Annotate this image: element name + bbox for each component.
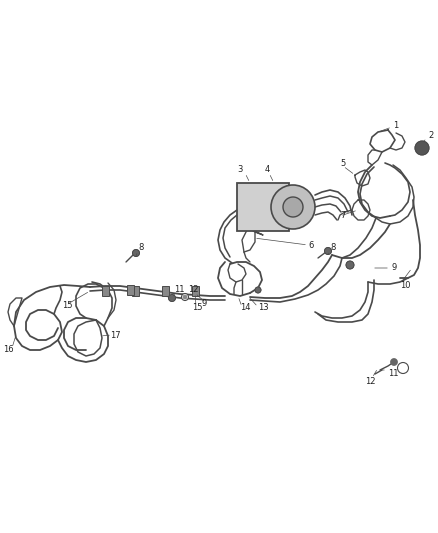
Circle shape — [325, 247, 332, 254]
Text: 5: 5 — [340, 158, 345, 167]
Text: 4: 4 — [265, 166, 270, 174]
FancyBboxPatch shape — [191, 286, 198, 296]
Text: 12: 12 — [365, 377, 375, 386]
Circle shape — [271, 185, 315, 229]
Circle shape — [133, 249, 139, 256]
Text: 1: 1 — [393, 120, 398, 130]
Text: 15: 15 — [192, 303, 202, 312]
Text: 8: 8 — [138, 244, 143, 253]
Circle shape — [325, 247, 332, 254]
Text: 15: 15 — [62, 302, 73, 311]
Circle shape — [415, 141, 429, 155]
Circle shape — [133, 249, 139, 256]
Circle shape — [169, 295, 176, 302]
Circle shape — [169, 295, 176, 302]
Text: 11: 11 — [388, 369, 399, 378]
Circle shape — [183, 295, 187, 299]
Circle shape — [255, 287, 261, 293]
FancyBboxPatch shape — [131, 286, 138, 296]
Text: 9: 9 — [392, 263, 397, 272]
Circle shape — [346, 261, 354, 269]
Text: 6: 6 — [308, 240, 313, 249]
Circle shape — [255, 287, 261, 293]
Text: 16: 16 — [3, 345, 14, 354]
Text: 9: 9 — [202, 300, 207, 309]
Circle shape — [415, 141, 429, 155]
Text: 7: 7 — [340, 211, 346, 220]
Text: 14: 14 — [240, 303, 251, 312]
Circle shape — [283, 197, 303, 217]
Circle shape — [181, 294, 188, 301]
Text: 10: 10 — [400, 280, 410, 289]
Text: 3: 3 — [237, 166, 242, 174]
FancyBboxPatch shape — [127, 285, 134, 295]
Text: 17: 17 — [110, 332, 120, 341]
Text: 2: 2 — [428, 131, 433, 140]
Circle shape — [398, 362, 409, 374]
FancyBboxPatch shape — [237, 183, 289, 231]
Circle shape — [346, 261, 354, 269]
Text: 12: 12 — [188, 286, 198, 295]
Text: 13: 13 — [258, 303, 268, 312]
FancyBboxPatch shape — [102, 286, 109, 296]
Circle shape — [391, 359, 398, 366]
Text: 11: 11 — [174, 286, 184, 295]
FancyBboxPatch shape — [162, 286, 169, 296]
Text: 8: 8 — [330, 244, 336, 253]
